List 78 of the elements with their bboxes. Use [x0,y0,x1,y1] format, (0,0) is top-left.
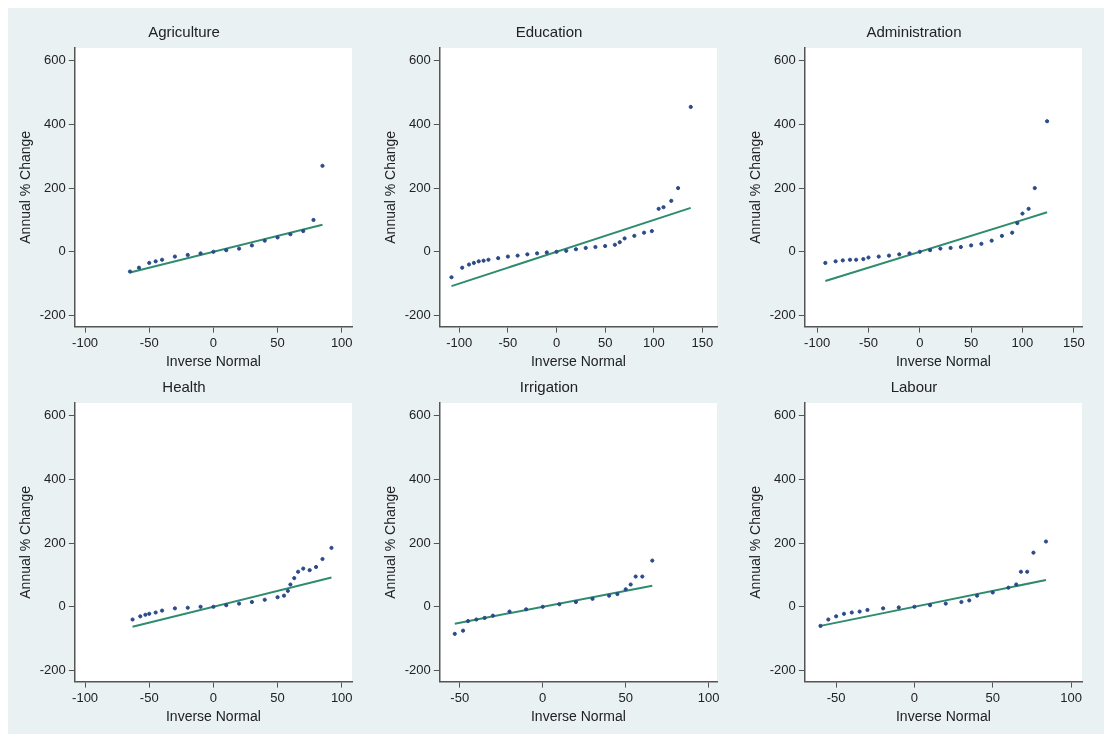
y-tick-label: 400 [409,470,431,486]
x-tick-label: 150 [691,334,714,350]
y-tick-label: -200 [404,307,431,323]
x-axis-title: Inverse Normal [530,353,626,370]
x-tick-label: 100 [1060,689,1082,705]
y-tick-label: 400 [409,115,431,131]
y-tick-label: 600 [774,52,796,68]
chart-title: Education [515,23,583,41]
x-tick-label: 50 [963,334,979,350]
x-tick-label: 50 [270,334,285,350]
y-tick-label: 200 [774,179,796,195]
x-axis-title: Inverse Normal [895,353,991,370]
chart-title: Administration [866,23,962,41]
y-tick-label: 200 [44,179,66,195]
y-tick-label: -200 [39,307,66,323]
x-tick-label: -100 [72,334,99,350]
x-tick-label: 100 [697,689,720,705]
y-tick-label: 600 [409,52,431,68]
chart-title: Irrigation [519,378,579,396]
x-tick-label: -100 [446,334,473,350]
x-tick-label: -100 [804,334,831,350]
x-tick-label: -50 [859,334,878,350]
y-tick-label: 0 [423,243,431,259]
x-tick-label: 50 [985,689,1000,705]
y-tick-label: 400 [44,470,66,486]
x-tick-label: 0 [539,689,547,705]
x-axis-title: Inverse Normal [165,708,261,725]
x-tick-label: -100 [72,689,99,705]
y-tick-label: 400 [774,470,796,486]
x-tick-label: 0 [552,334,561,350]
x-tick-label: 0 [209,334,218,350]
x-axis-title: Inverse Normal [165,353,261,370]
x-axis-title: Inverse Normal [895,708,991,725]
x-tick-label: 50 [597,334,613,350]
x-tick-label: 100 [642,334,665,350]
y-tick-label: 0 [58,598,66,614]
x-tick-label: -50 [498,334,518,350]
y-tick-label: -200 [769,662,796,678]
y-tick-label: 600 [44,407,66,423]
y-axis-title: Annual % Change [747,130,764,244]
y-tick-label: 200 [409,179,431,195]
y-tick-label: 200 [44,534,66,550]
y-axis-title: Annual % Change [382,130,399,244]
x-tick-label: -50 [826,689,846,705]
y-tick-label: 400 [44,115,66,131]
x-tick-label: 50 [270,689,285,705]
y-axis-title: Annual % Change [382,485,399,599]
y-tick-label: 0 [788,598,796,614]
y-tick-label: 400 [774,115,796,131]
x-tick-label: -50 [139,334,159,350]
x-tick-label: 50 [618,689,633,705]
y-tick-label: 0 [788,243,796,259]
chart-title: Labour [890,378,938,396]
y-tick-label: 0 [423,598,431,614]
x-tick-label: 150 [1062,334,1085,350]
y-tick-label: 200 [409,534,431,550]
x-tick-label: 0 [916,334,924,350]
y-tick-label: 200 [774,534,796,550]
y-tick-label: 600 [409,407,431,423]
y-tick-label: 0 [58,243,66,259]
x-tick-label: -50 [139,689,159,705]
x-tick-label: 100 [330,689,353,705]
y-axis-title: Annual % Change [747,485,764,599]
y-axis-title: Annual % Change [17,485,34,599]
x-tick-label: 0 [209,689,218,705]
x-axis-title: Inverse Normal [530,708,626,725]
chart-title: Health [162,378,206,396]
y-tick-label: -200 [404,662,431,678]
y-axis-title: Annual % Change [17,130,34,244]
x-tick-label: -50 [450,689,470,705]
x-tick-label: 100 [1011,334,1034,350]
y-tick-label: -200 [39,662,66,678]
y-tick-label: -200 [769,307,796,323]
chart-title: Agriculture [148,23,220,41]
x-tick-label: 100 [330,334,353,350]
y-tick-label: 600 [44,52,66,68]
y-tick-label: 600 [774,407,796,423]
x-tick-label: 0 [910,689,919,705]
